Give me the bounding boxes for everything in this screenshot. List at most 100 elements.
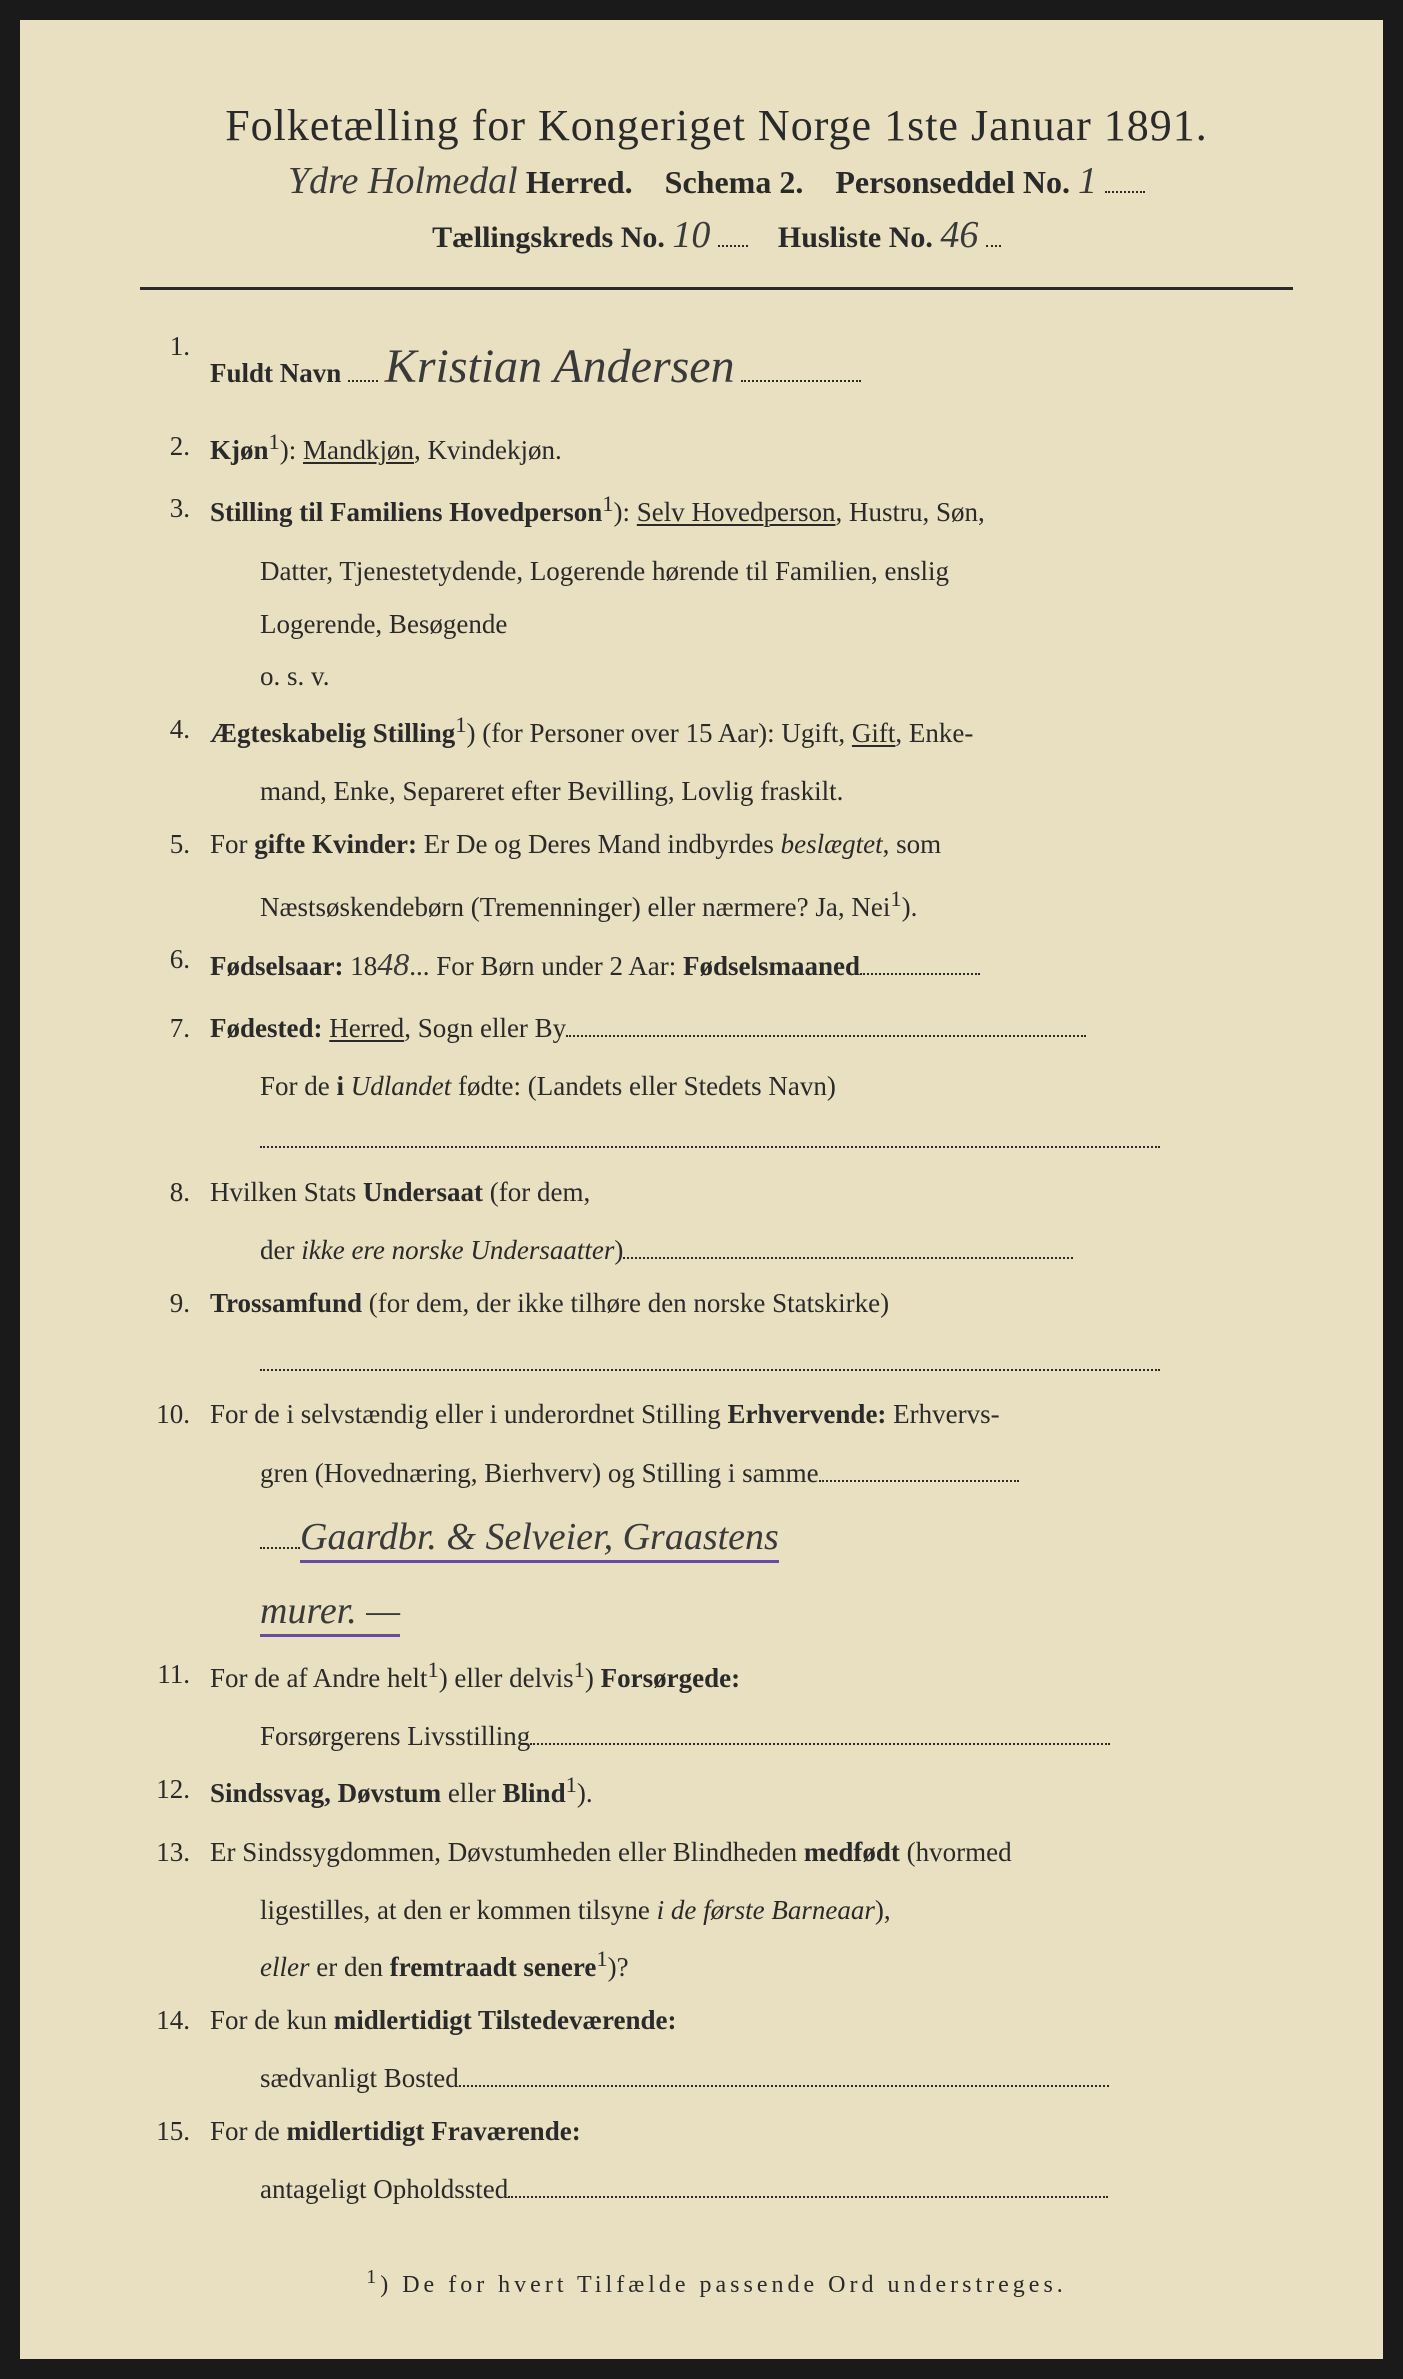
text: ) xyxy=(585,1663,601,1693)
item-9-line2 xyxy=(140,1336,1293,1389)
form-body: 1. Fuldt Navn Kristian Andersen 2. Kjøn1… xyxy=(140,320,1293,2216)
sup: 1 xyxy=(455,712,466,737)
text: sædvanligt Bosted xyxy=(260,2063,459,2093)
item-text: Fødselsaar: 1848... For Børn under 2 Aar… xyxy=(210,933,1293,995)
text: Er Sindssygdommen, Døvstumheden eller Bl… xyxy=(210,1837,804,1867)
dotted-line xyxy=(741,380,861,382)
item-9: 9. Trossamfund (for dem, der ikke tilhør… xyxy=(140,1277,1293,1330)
item-3-line4: o. s. v. xyxy=(140,650,1293,703)
bold: i xyxy=(337,1071,345,1101)
label: Ægteskabelig Stilling xyxy=(210,718,455,748)
text: , Enke- xyxy=(895,718,973,748)
tellingskreds-no: 10 xyxy=(672,213,710,257)
text: ), xyxy=(875,1895,891,1925)
sup: 1 xyxy=(366,2266,380,2288)
underlined-choice: Herred xyxy=(329,1013,404,1043)
text: ) eller delvis xyxy=(439,1663,574,1693)
bold: Blind xyxy=(503,1778,566,1808)
bold: Erhvervende: xyxy=(727,1399,886,1429)
bold: Forsørgede: xyxy=(601,1663,740,1693)
text: ligestilles, at den er kommen tilsyne xyxy=(260,1895,657,1925)
item-num: 3. xyxy=(140,482,210,539)
item-num: 11. xyxy=(140,1648,210,1705)
item-text: For de i selvstændig eller i underordnet… xyxy=(210,1388,1293,1441)
underlined-choice: Gift xyxy=(852,718,896,748)
item-10-line2: gren (Hovednæring, Bierhverv) og Stillin… xyxy=(140,1447,1293,1500)
text: (for dem, xyxy=(483,1177,590,1207)
item-text: For de kun midlertidigt Tilstedeværende: xyxy=(210,1994,1293,2047)
item-6: 6. Fødselsaar: 1848... For Børn under 2 … xyxy=(140,933,1293,995)
text: 18 xyxy=(343,951,377,981)
text: der xyxy=(260,1235,301,1265)
text: Næstsøskendebørn (Tremenninger) eller næ… xyxy=(260,892,890,922)
item-10: 10. For de i selvstændig eller i underor… xyxy=(140,1388,1293,1441)
dotted-line xyxy=(348,380,378,382)
occupation-handwritten2: murer. — xyxy=(260,1590,400,1637)
personseddel-no: 1 xyxy=(1078,159,1097,203)
bold: fremtraadt senere xyxy=(390,1952,597,1982)
dotted-line xyxy=(986,245,1001,247)
item-13-line3: eller er den fremtraadt senere1)? xyxy=(140,1937,1293,1994)
bold: midlertidigt Fraværende: xyxy=(287,2116,581,2146)
item-11: 11. For de af Andre helt1) eller delvis1… xyxy=(140,1648,1293,1705)
text: Erhvervs- xyxy=(886,1399,999,1429)
text: For xyxy=(210,829,254,859)
item-14: 14. For de kun midlertidigt Tilstedevære… xyxy=(140,1994,1293,2047)
dotted-line xyxy=(860,973,980,975)
italic: eller xyxy=(260,1952,309,1982)
italic: beslægtet xyxy=(781,829,883,859)
header-title: Folketælling for Kongeriget Norge 1ste J… xyxy=(140,100,1293,151)
item-num: 5. xyxy=(140,818,210,871)
sup: 1 xyxy=(269,429,280,454)
item-text: Er Sindssygdommen, Døvstumheden eller Bl… xyxy=(210,1826,1293,1879)
item-text: Kjøn1): Mandkjøn, Kvindekjøn. xyxy=(210,420,1293,477)
bold: Fødselsmaaned xyxy=(683,951,860,981)
text: eller xyxy=(441,1778,502,1808)
sup: 1 xyxy=(602,491,613,516)
dotted-line xyxy=(566,1035,1086,1037)
dotted-line xyxy=(260,1547,300,1549)
sup: 1 xyxy=(574,1657,585,1682)
dotted-line xyxy=(530,1743,1110,1745)
item-13-line2: ligestilles, at den er kommen tilsyne i … xyxy=(140,1884,1293,1937)
item-4: 4. Ægteskabelig Stilling1) (for Personer… xyxy=(140,703,1293,760)
item-10-handwritten: Gaardbr. & Selveier, Graastens xyxy=(140,1500,1293,1574)
husliste-no: 46 xyxy=(940,213,978,257)
item-text: For de midlertidigt Fraværende: xyxy=(210,2105,1293,2158)
item-num: 6. xyxy=(140,933,210,995)
name-handwritten: Kristian Andersen xyxy=(385,320,735,414)
bold: midlertidigt Tilstedeværende: xyxy=(334,2005,677,2035)
item-10-handwritten2: murer. — xyxy=(140,1574,1293,1648)
item-text: Stilling til Familiens Hovedperson1): Se… xyxy=(210,482,1293,539)
text: For de xyxy=(260,1071,337,1101)
bold: Trossamfund xyxy=(210,1288,362,1318)
item-text: Hvilken Stats Undersaat (for dem, xyxy=(210,1166,1293,1219)
item-11-line2: Forsørgerens Livsstilling xyxy=(140,1710,1293,1763)
item-8-line2: der ikke ere norske Undersaatter) xyxy=(140,1224,1293,1277)
item-3-line2: Datter, Tjenestetydende, Logerende høren… xyxy=(140,545,1293,598)
census-form-page: Folketælling for Kongeriget Norge 1ste J… xyxy=(20,20,1383,2359)
sup: 1 xyxy=(566,1772,577,1797)
item-text: Ægteskabelig Stilling1) (for Personer ov… xyxy=(210,703,1293,760)
text: For de i selvstændig eller i underordnet… xyxy=(210,1399,727,1429)
label: Fuldt Navn xyxy=(210,358,341,388)
text: , Sogn eller By xyxy=(404,1013,566,1043)
italic: i de første Barneaar xyxy=(657,1895,875,1925)
occupation-handwritten: Gaardbr. & Selveier, Graastens xyxy=(300,1516,779,1563)
item-15: 15. For de midlertidigt Fraværende: xyxy=(140,2105,1293,2158)
italic: Udlandet xyxy=(344,1071,451,1101)
text: ). xyxy=(577,1778,593,1808)
footnote: 1) De for hvert Tilfælde passende Ord un… xyxy=(140,2266,1293,2299)
text: For de xyxy=(210,2116,287,2146)
text: For de kun xyxy=(210,2005,334,2035)
item-15-line2: antageligt Opholdssted xyxy=(140,2163,1293,2216)
herred-label: Herred. xyxy=(526,164,633,200)
text: ): xyxy=(280,435,303,465)
item-num: 2. xyxy=(140,420,210,477)
text: ): xyxy=(614,497,637,527)
text: ... For Børn under 2 Aar: xyxy=(409,951,683,981)
item-3-line3: Logerende, Besøgende xyxy=(140,598,1293,651)
item-num: 14. xyxy=(140,1994,210,2047)
husliste-label: Husliste No. xyxy=(778,221,933,254)
item-5-line2: Næstsøskendebørn (Tremenninger) eller næ… xyxy=(140,877,1293,934)
